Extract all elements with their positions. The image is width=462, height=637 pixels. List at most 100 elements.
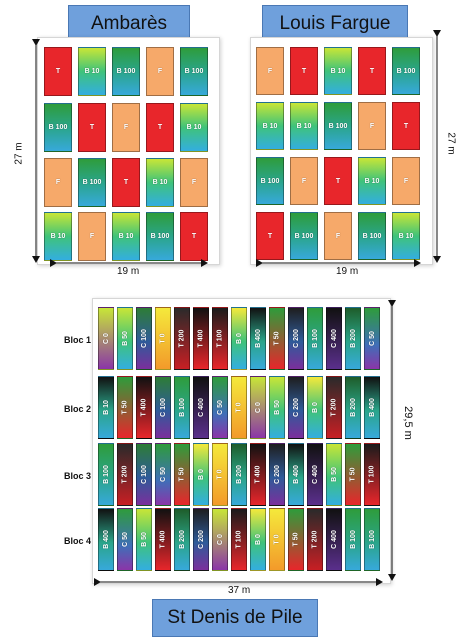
ambares-plot: B 100 [78,158,106,207]
st-denis-plot: B 50 [136,508,152,571]
louis-fargue-height-label: 27 m [445,132,457,155]
st-denis-plot: C 50 [364,307,380,370]
st-denis-plot: T 50 [269,307,285,370]
st-denis-plot: T 0 [212,443,228,506]
louis-fargue-plot: B 100 [290,212,318,260]
louis-fargue-plot: B 100 [324,102,352,150]
st-denis-plot: T 100 [231,508,247,571]
st-denis-plot: T 200 [174,307,190,370]
ambares-plot: B 10 [146,158,174,207]
ambares-plot: B 10 [112,212,140,261]
st-denis-plot: B 50 [269,376,285,439]
louis-fargue-plot: F [324,212,352,260]
louis-fargue-plot: F [358,102,386,150]
st-denis-plot: C 100 [136,307,152,370]
st-denis-plot: T 100 [364,443,380,506]
ambares-plot: B 100 [146,212,174,261]
st-denis-plot: B 0 [307,376,323,439]
st-denis-plot: C 200 [288,307,304,370]
st-denis-plot: T 50 [117,376,133,439]
st-denis-plot: B 100 [307,307,323,370]
st-denis-plot: C 0 [212,508,228,571]
st-denis-plot: B 50 [117,307,133,370]
st-denis-plot: B 50 [326,443,342,506]
louis-fargue-plot: F [256,47,284,95]
ambares-plot: T [146,103,174,152]
st-denis-plot: B 100 [345,508,361,571]
louis-fargue-plot: B 100 [256,157,284,205]
st-denis-plot: C 100 [155,376,171,439]
st-denis-plot: T 50 [288,508,304,571]
ambares-plot: F [44,158,72,207]
ambares-plot: F [112,103,140,152]
st-denis-plot: C 200 [193,508,209,571]
st-denis-plot: T 400 [136,376,152,439]
st-denis-height-label: 29,5 m [401,406,414,440]
ambares-plot: B 100 [112,47,140,96]
louis-fargue-plot: B 10 [324,47,352,95]
ambares-plot: B 100 [44,103,72,152]
louis-fargue-plot: B 100 [358,212,386,260]
site-title-ambares: Ambarès [68,5,190,43]
st-denis-plot: B 400 [98,508,114,571]
st-denis-plot: B 100 [174,376,190,439]
st-denis-plot: T 100 [212,307,228,370]
st-denis-plot: B 100 [98,443,114,506]
st-denis-plot: C 200 [269,443,285,506]
st-denis-plot: C 100 [136,443,152,506]
bloc-label: Bloc 4 [64,536,92,546]
st-denis-plot: T 0 [269,508,285,571]
st-denis-plot: C 400 [307,443,323,506]
ambares-plot: T [44,47,72,96]
bloc-label: Bloc 1 [64,335,92,345]
st-denis-plot: T 200 [117,443,133,506]
st-denis-width-label: 37 m [228,585,251,596]
st-denis-plot: B 100 [364,508,380,571]
louis-fargue-plot: T [392,102,420,150]
st-denis-plot: B 400 [250,307,266,370]
st-denis-plot: B 200 [231,443,247,506]
st-denis-plot: C 50 [117,508,133,571]
st-denis-plot: B 0 [231,307,247,370]
ambares-plot: T [78,103,106,152]
st-denis-plot: B 10 [98,376,114,439]
site-title-st-denis-de-pile: St Denis de Pile [152,599,318,637]
st-denis-plot: B 400 [288,443,304,506]
ambares-plot: B 10 [78,47,106,96]
louis-fargue-plot: B 10 [290,102,318,150]
bloc-label: Bloc 2 [64,404,92,414]
ambares-plot: T [112,158,140,207]
st-denis-plot: C 400 [326,307,342,370]
st-denis-plot: T 50 [345,443,361,506]
st-denis-plot: C 50 [212,376,228,439]
ambares-plot: F [180,158,208,207]
ambares-plot: B 100 [180,47,208,96]
st-denis-plot: C 0 [250,376,266,439]
st-denis-plot: B 0 [250,508,266,571]
st-denis-plot: T 50 [174,443,190,506]
st-denis-plot: B 200 [345,376,361,439]
st-denis-plot: T 400 [250,443,266,506]
ambares-plot: B 10 [180,103,208,152]
louis-fargue-plot: F [290,157,318,205]
louis-fargue-width-label: 19 m [336,266,359,277]
st-denis-plot: B 0 [193,443,209,506]
st-denis-plot: C 50 [155,443,171,506]
louis-fargue-plot: T [256,212,284,260]
st-denis-plot: B 200 [345,307,361,370]
st-denis-plot: C 400 [193,376,209,439]
st-denis-plot: T 200 [326,376,342,439]
ambares-height-label: 27 m [13,142,25,165]
st-denis-plot: C 400 [326,508,342,571]
ambares-plot: B 10 [44,212,72,261]
louis-fargue-plot: B 100 [392,47,420,95]
st-denis-plot: T 400 [155,508,171,571]
louis-fargue-plot: B 10 [256,102,284,150]
st-denis-plot: T 0 [231,376,247,439]
st-denis-plot: B 400 [364,376,380,439]
ambares-plot: F [146,47,174,96]
louis-fargue-plot: T [290,47,318,95]
st-denis-plot: T 200 [307,508,323,571]
st-denis-plot: C 0 [98,307,114,370]
